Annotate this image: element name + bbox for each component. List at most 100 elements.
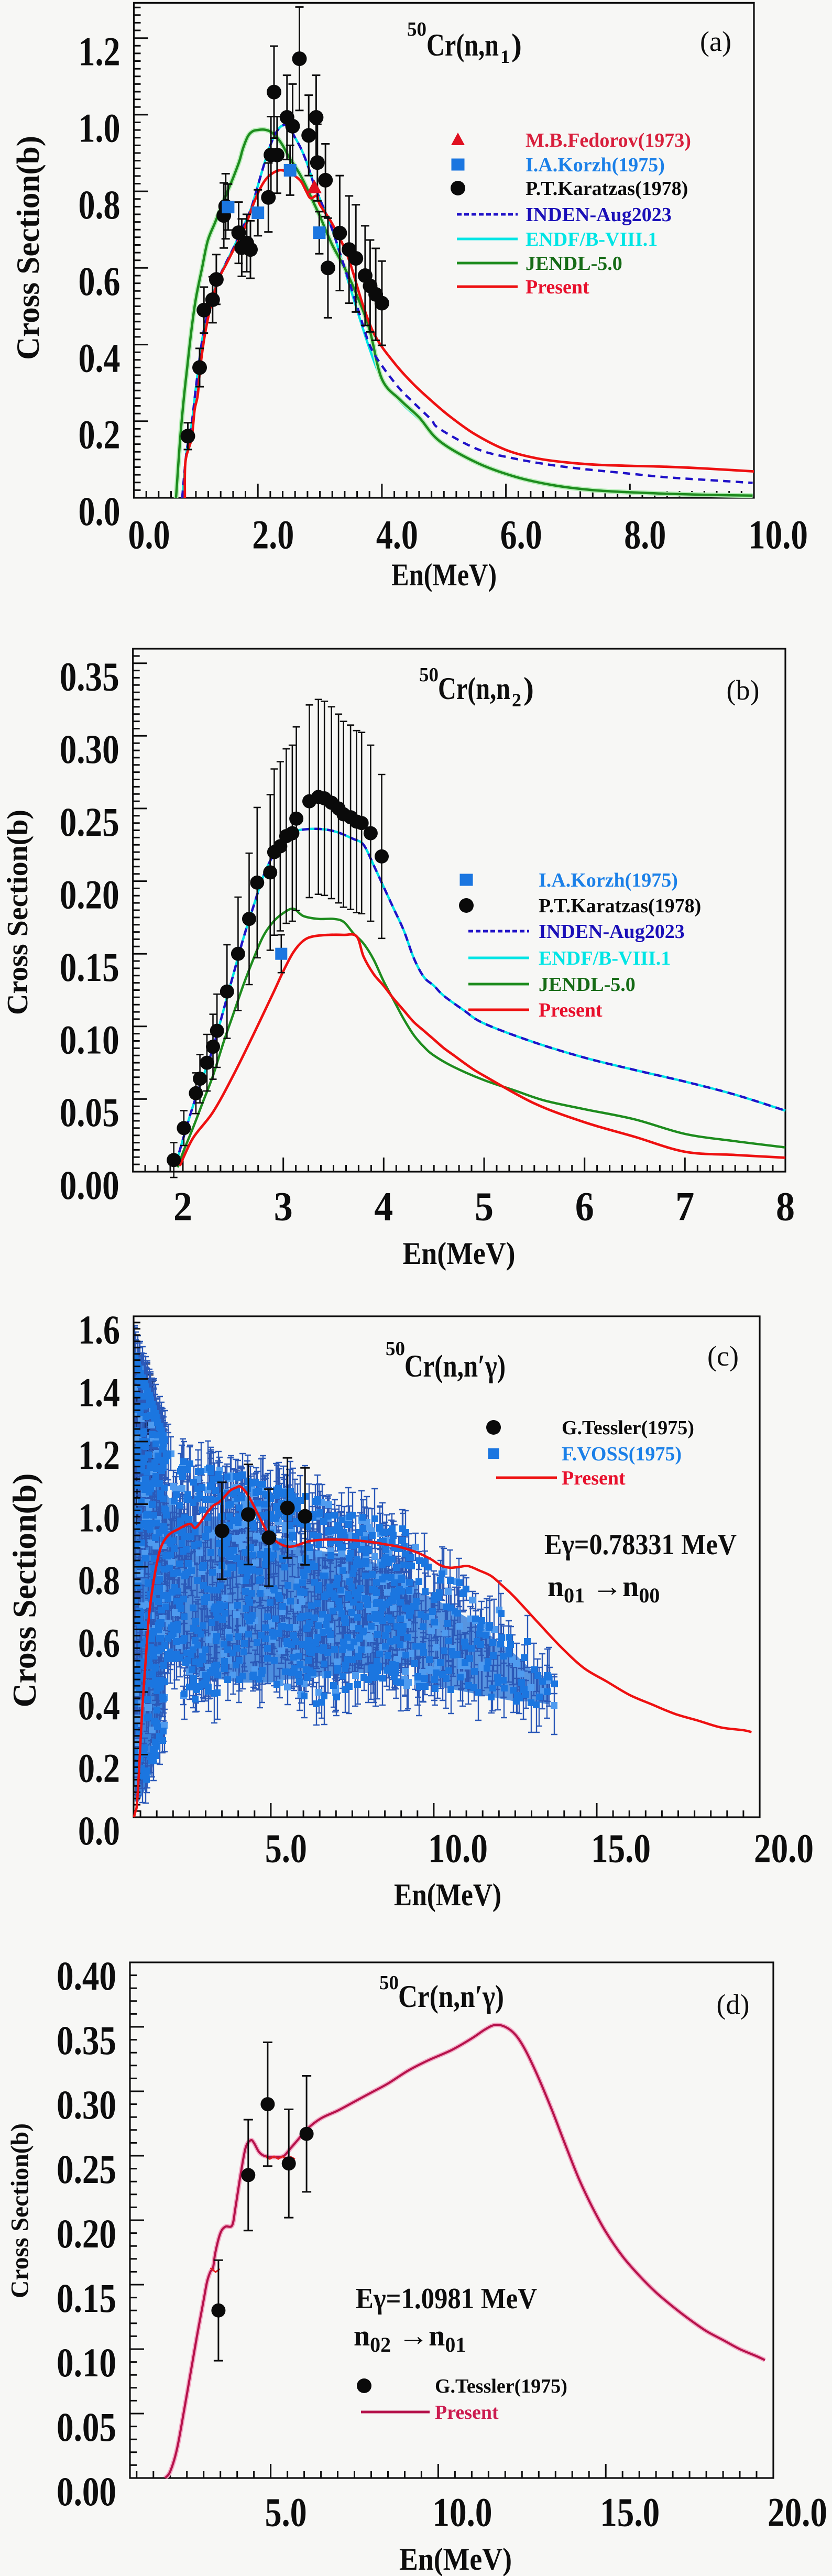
svg-text:n01 →n00: n01 →n00 <box>548 1570 660 1607</box>
svg-text:En(MeV): En(MeV) <box>391 558 497 592</box>
svg-text:0.40: 0.40 <box>57 1953 116 1999</box>
svg-text:(b): (b) <box>727 674 760 706</box>
svg-text:JENDL-5.0: JENDL-5.0 <box>526 253 622 275</box>
svg-text:1.6: 1.6 <box>78 1307 120 1352</box>
svg-text:4: 4 <box>374 1184 393 1229</box>
svg-text:G.Tessler(1975): G.Tessler(1975) <box>435 2375 567 2397</box>
svg-text:ENDF/B-VIII.1: ENDF/B-VIII.1 <box>526 228 658 250</box>
svg-text:8.0: 8.0 <box>624 512 666 558</box>
svg-text:0.00: 0.00 <box>57 2469 116 2514</box>
svg-text:1: 1 <box>500 46 510 67</box>
svg-text:0.15: 0.15 <box>57 2275 116 2321</box>
svg-text:En(MeV): En(MeV) <box>394 1878 501 1912</box>
svg-text:0.25: 0.25 <box>57 2146 116 2192</box>
svg-text:): ) <box>511 28 522 62</box>
svg-text:5.0: 5.0 <box>265 1826 307 1871</box>
svg-text:): ) <box>523 671 534 706</box>
svg-text:0.2: 0.2 <box>79 412 121 457</box>
svg-text:I.A.Korzh(1975): I.A.Korzh(1975) <box>539 869 678 891</box>
svg-text:Cr(n,n: Cr(n,n <box>438 671 510 706</box>
svg-text:Present: Present <box>539 999 603 1021</box>
svg-text:0.15: 0.15 <box>60 944 119 990</box>
svg-text:Cr(n,n: Cr(n,n <box>426 28 499 62</box>
svg-text:Cr(n,n′γ): Cr(n,n′γ) <box>398 1979 504 2014</box>
svg-text:Cross Section(b): Cross Section(b) <box>6 1473 43 1708</box>
svg-text:5: 5 <box>475 1184 494 1229</box>
svg-text:Present: Present <box>562 1467 626 1489</box>
svg-text:M.B.Fedorov(1973): M.B.Fedorov(1973) <box>526 129 691 151</box>
svg-text:0.25: 0.25 <box>60 799 119 845</box>
svg-text:0.05: 0.05 <box>60 1089 119 1135</box>
svg-text:Cross Section(b): Cross Section(b) <box>6 2123 34 2298</box>
svg-text:7: 7 <box>675 1184 694 1229</box>
svg-text:8: 8 <box>776 1184 795 1229</box>
svg-text:2: 2 <box>173 1184 192 1229</box>
svg-text:0.30: 0.30 <box>57 2082 116 2127</box>
svg-text:0.4: 0.4 <box>79 335 121 380</box>
svg-text:0.0: 0.0 <box>78 1808 120 1853</box>
svg-text:Eγ=1.0981 MeV: Eγ=1.0981 MeV <box>356 2283 537 2315</box>
svg-text:2: 2 <box>512 690 521 711</box>
svg-text:6: 6 <box>575 1184 594 1229</box>
svg-text:0.6: 0.6 <box>79 258 121 304</box>
svg-text:0.20: 0.20 <box>60 871 119 917</box>
svg-text:0.35: 0.35 <box>57 2017 116 2063</box>
svg-text:0.30: 0.30 <box>60 726 119 772</box>
svg-text:15.0: 15.0 <box>591 1826 651 1871</box>
svg-text:50: 50 <box>407 18 426 40</box>
svg-text:0.0: 0.0 <box>128 512 170 558</box>
svg-text:Eγ=0.78331 MeV: Eγ=0.78331 MeV <box>544 1529 737 1561</box>
svg-text:(c): (c) <box>707 1340 739 1372</box>
svg-text:6.0: 6.0 <box>500 512 542 558</box>
svg-text:I.A.Korzh(1975): I.A.Korzh(1975) <box>526 154 665 176</box>
svg-text:10.0: 10.0 <box>432 2490 492 2535</box>
svg-text:JENDL-5.0: JENDL-5.0 <box>539 974 636 996</box>
svg-text:0.6: 0.6 <box>78 1620 120 1665</box>
svg-text:4.0: 4.0 <box>376 512 418 558</box>
svg-text:n02 →n01: n02 →n01 <box>354 2320 466 2356</box>
svg-text:En(MeV): En(MeV) <box>403 1236 516 1271</box>
svg-text:P.T.Karatzas(1978): P.T.Karatzas(1978) <box>539 895 701 917</box>
svg-text:En(MeV): En(MeV) <box>399 2542 512 2576</box>
svg-text:0.0: 0.0 <box>79 488 121 534</box>
svg-text:2.0: 2.0 <box>252 512 294 558</box>
svg-text:20.0: 20.0 <box>754 1826 814 1871</box>
svg-text:Cross Section(b): Cross Section(b) <box>2 810 34 1015</box>
svg-text:1.0: 1.0 <box>79 105 121 151</box>
svg-text:10.0: 10.0 <box>748 512 808 558</box>
svg-text:0.10: 0.10 <box>60 1017 119 1063</box>
svg-text:0.8: 0.8 <box>79 182 121 227</box>
svg-text:50: 50 <box>386 1338 405 1360</box>
svg-text:0.4: 0.4 <box>78 1683 120 1728</box>
svg-text:Present: Present <box>526 276 589 298</box>
svg-text:INDEN-Aug2023: INDEN-Aug2023 <box>526 204 672 226</box>
svg-text:0.00: 0.00 <box>60 1162 119 1208</box>
svg-text:1.4: 1.4 <box>78 1369 120 1415</box>
svg-text:3: 3 <box>274 1184 293 1229</box>
svg-text:1.2: 1.2 <box>79 29 121 74</box>
svg-text:0.2: 0.2 <box>78 1745 120 1791</box>
svg-text:0.35: 0.35 <box>60 654 119 700</box>
svg-text:50: 50 <box>379 1972 399 1994</box>
svg-text:15.0: 15.0 <box>600 2490 660 2535</box>
svg-text:Present: Present <box>435 2402 499 2424</box>
svg-text:0.10: 0.10 <box>57 2340 116 2385</box>
svg-text:Cr(n,n′γ): Cr(n,n′γ) <box>404 1349 506 1383</box>
svg-text:Cross Section(b): Cross Section(b) <box>11 136 46 360</box>
svg-text:10.0: 10.0 <box>428 1826 488 1871</box>
svg-text:G.Tessler(1975): G.Tessler(1975) <box>562 1417 694 1439</box>
svg-text:50: 50 <box>419 664 439 686</box>
svg-text:0.20: 0.20 <box>57 2211 116 2256</box>
svg-text:5.0: 5.0 <box>265 2490 307 2535</box>
svg-text:P.T.Karatzas(1978): P.T.Karatzas(1978) <box>526 178 688 200</box>
svg-text:(a): (a) <box>700 26 731 57</box>
svg-text:1.0: 1.0 <box>78 1494 120 1540</box>
svg-text:20.0: 20.0 <box>768 2490 827 2535</box>
svg-text:0.05: 0.05 <box>57 2404 116 2450</box>
svg-text:0.8: 0.8 <box>78 1557 120 1603</box>
svg-text:F.VOSS(1975): F.VOSS(1975) <box>562 1443 682 1465</box>
svg-text:INDEN-Aug2023: INDEN-Aug2023 <box>539 921 685 943</box>
svg-text:(d): (d) <box>717 1989 750 2020</box>
svg-text:ENDF/B-VIII.1: ENDF/B-VIII.1 <box>539 947 671 969</box>
svg-text:1.2: 1.2 <box>78 1432 120 1478</box>
